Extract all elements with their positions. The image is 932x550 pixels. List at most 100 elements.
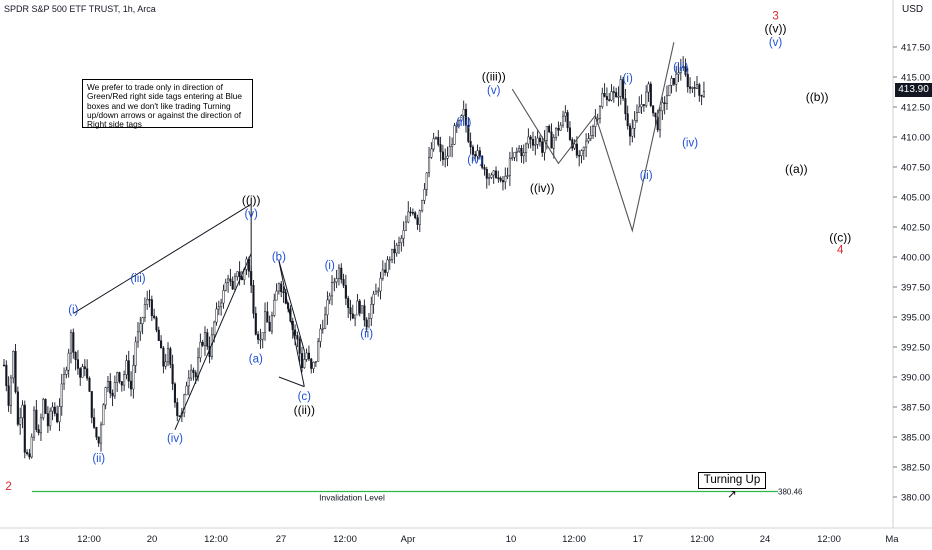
candle-body bbox=[418, 210, 421, 225]
time-tick-label: 12:00 bbox=[562, 534, 586, 545]
candle-body bbox=[506, 175, 509, 177]
candle-body bbox=[337, 267, 340, 279]
last-price-tag: 413.90 bbox=[895, 83, 932, 97]
candle-body bbox=[365, 319, 368, 328]
candle-body bbox=[2, 364, 6, 367]
candle-body bbox=[16, 391, 19, 425]
candle-body bbox=[326, 299, 329, 316]
candle-body bbox=[192, 369, 195, 373]
candle-body bbox=[474, 154, 477, 157]
candle-body bbox=[381, 269, 384, 279]
candle-body bbox=[266, 311, 269, 323]
candle-body bbox=[275, 290, 278, 301]
candle-body bbox=[303, 359, 306, 368]
candle-body bbox=[183, 394, 186, 414]
candle-body bbox=[254, 313, 257, 335]
wave-label: ((a)) bbox=[785, 162, 808, 176]
candle-body bbox=[665, 95, 669, 104]
candle-body bbox=[538, 137, 541, 142]
turning-up-tag: Turning Up ↗ bbox=[698, 472, 766, 501]
candle-body bbox=[601, 93, 604, 107]
candle-body bbox=[220, 302, 223, 308]
candle-body bbox=[42, 399, 45, 419]
candle-body bbox=[155, 317, 158, 331]
time-tick-label: 20 bbox=[147, 534, 158, 545]
price-tick-label: 410.00 bbox=[901, 133, 930, 144]
candle-body bbox=[93, 417, 96, 428]
time-tick-label: 12:00 bbox=[817, 534, 841, 545]
candle-body bbox=[612, 91, 615, 93]
candle-body bbox=[695, 84, 699, 89]
candle-body bbox=[402, 230, 405, 239]
price-tick-label: 382.50 bbox=[901, 463, 930, 474]
candle-body bbox=[116, 372, 119, 383]
candle-body bbox=[451, 144, 454, 148]
candle-body bbox=[56, 413, 59, 423]
candle-body bbox=[109, 380, 112, 394]
candle-body bbox=[568, 127, 572, 140]
candle-body bbox=[423, 189, 426, 201]
invalidation-level: Invalidation Level 380.46 bbox=[32, 487, 803, 502]
candle-body bbox=[90, 391, 93, 418]
candle-body bbox=[638, 106, 641, 113]
candle-body bbox=[421, 200, 424, 211]
candle-body bbox=[305, 352, 308, 360]
wave-label: (i) bbox=[68, 304, 78, 316]
candle-body bbox=[391, 248, 394, 260]
candle-body bbox=[88, 378, 91, 392]
candle-body bbox=[340, 267, 343, 280]
candle-body bbox=[670, 78, 673, 86]
candle-body bbox=[578, 155, 581, 157]
candle-body bbox=[307, 352, 310, 360]
candle-body bbox=[624, 98, 627, 115]
wave-trend-line bbox=[278, 260, 305, 351]
candle-body bbox=[317, 341, 320, 362]
price-tick-label: 390.00 bbox=[901, 373, 930, 384]
candle-body bbox=[691, 87, 694, 89]
candle-body bbox=[26, 452, 29, 454]
candle-body bbox=[273, 299, 276, 316]
candle-body bbox=[522, 152, 525, 157]
candle-body bbox=[296, 335, 299, 340]
wave-label: (iii) bbox=[456, 117, 471, 129]
wave-label: 2 bbox=[5, 481, 11, 493]
wave-label: (iv) bbox=[467, 154, 483, 166]
candle-body bbox=[626, 113, 629, 127]
candle-body bbox=[83, 366, 86, 369]
candle-body bbox=[19, 417, 22, 425]
candle-body bbox=[446, 155, 449, 159]
candle-body bbox=[32, 409, 36, 438]
wave-label: (ii) bbox=[640, 170, 653, 182]
candle-body bbox=[513, 152, 516, 158]
candle-body bbox=[511, 157, 514, 160]
price-tick-label: 392.50 bbox=[901, 343, 930, 354]
candle-body bbox=[693, 87, 696, 89]
candle-body bbox=[166, 348, 170, 363]
candle-body bbox=[222, 290, 225, 304]
candle-body bbox=[575, 143, 578, 156]
candle-body bbox=[448, 146, 451, 157]
candle-body bbox=[430, 148, 433, 158]
candle-body bbox=[213, 321, 216, 336]
candle-body bbox=[573, 143, 576, 149]
candle-body bbox=[270, 315, 274, 332]
candle-body bbox=[686, 74, 689, 88]
wave-label: ((iv)) bbox=[530, 181, 555, 195]
candle-body bbox=[594, 118, 597, 127]
candle-body bbox=[69, 332, 73, 354]
candle-body bbox=[492, 170, 495, 176]
candle-body bbox=[328, 295, 331, 301]
chart-grid bbox=[0, 0, 932, 529]
candle-body bbox=[548, 126, 551, 133]
candle-body bbox=[633, 120, 636, 129]
candle-body bbox=[153, 315, 156, 318]
candle-body bbox=[377, 290, 380, 293]
invalidation-label: Invalidation Level bbox=[319, 492, 385, 502]
candle-body bbox=[679, 67, 682, 73]
wave-label: (iii) bbox=[130, 273, 145, 285]
candle-body bbox=[508, 158, 511, 176]
wave-label: (i) bbox=[623, 73, 633, 85]
candle-body bbox=[622, 79, 625, 99]
wave-projection bbox=[73, 42, 675, 430]
